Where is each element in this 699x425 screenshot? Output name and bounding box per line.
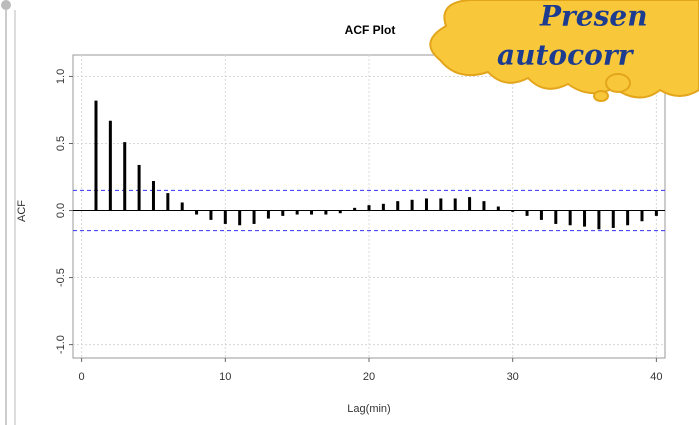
x-tick-label: 30 [507, 371, 519, 383]
callout-bubble [593, 90, 609, 102]
y-tick-label: -0.5 [55, 268, 67, 287]
window-icon [1, 0, 11, 10]
y-tick-label: 0.5 [55, 136, 67, 151]
chart-title: ACF Plot [345, 23, 396, 37]
y-tick-label: -1.0 [55, 335, 67, 354]
x-tick-label: 40 [650, 371, 662, 383]
y-tick-label: 1.0 [55, 69, 67, 84]
callout-text: autocorr [497, 39, 635, 72]
x-tick-label: 10 [219, 371, 231, 383]
y-axis-label: ACF [16, 200, 28, 222]
y-tick-label: 0.0 [55, 203, 67, 218]
x-tick-label: 0 [79, 371, 85, 383]
callout-bubble [605, 73, 631, 93]
x-tick-label: 20 [363, 371, 375, 383]
x-axis-label: Lag(min) [347, 403, 390, 415]
callout-text: Presen [539, 0, 648, 33]
plot-area: -1.0 -0.5 0.0 0.5 1.0 0 10 20 30 40 [55, 54, 666, 383]
